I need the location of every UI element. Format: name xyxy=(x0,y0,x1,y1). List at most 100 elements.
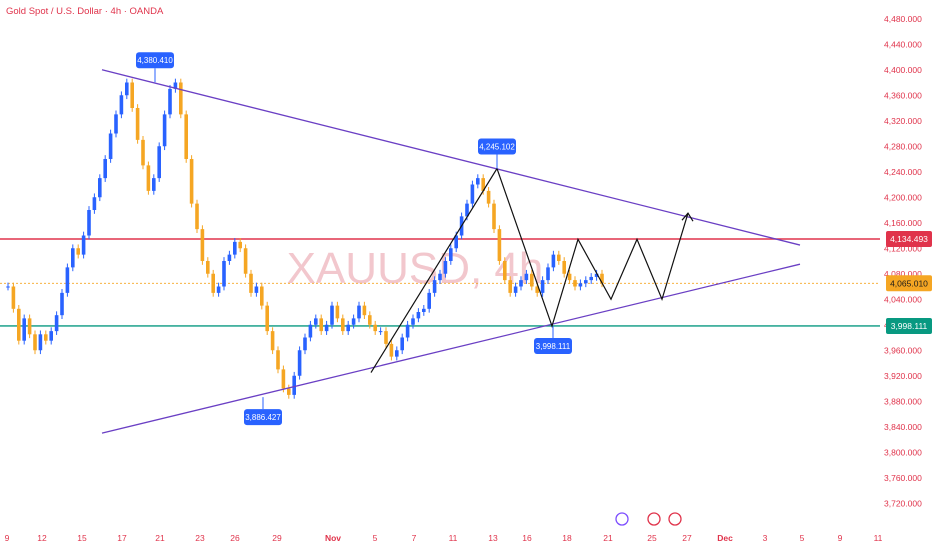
candle-body xyxy=(125,82,129,96)
candle-body xyxy=(292,375,296,395)
y-tick-label: 4,480.000 xyxy=(884,14,922,24)
candle-body xyxy=(265,305,269,332)
x-tick-label: 9 xyxy=(838,533,843,543)
candle-body xyxy=(6,286,10,288)
swing-label-text: 3,886.427 xyxy=(245,413,281,422)
candle-body xyxy=(238,241,242,249)
x-tick-label: 9 xyxy=(5,533,10,543)
candle-body xyxy=(422,308,426,312)
candle-body xyxy=(562,261,566,274)
candle-body xyxy=(146,165,151,191)
y-tick-label: 3,760.000 xyxy=(884,473,922,483)
candle-body xyxy=(119,95,124,115)
event-icon xyxy=(615,512,629,526)
candle-body xyxy=(519,280,523,287)
candle-body xyxy=(492,203,496,230)
price-axis-marker-text: 4,065.010 xyxy=(890,278,928,288)
candle-body xyxy=(438,273,442,281)
candle-body xyxy=(330,305,334,325)
candle-body xyxy=(303,337,307,351)
candle-body xyxy=(341,318,345,332)
x-tick-label: 17 xyxy=(117,533,127,543)
candle-body xyxy=(71,248,75,268)
x-tick-label: 25 xyxy=(647,533,657,543)
candle-body xyxy=(540,280,545,293)
candle-body xyxy=(108,133,113,159)
candle-body xyxy=(184,114,188,159)
candle-body xyxy=(535,286,539,293)
candle-body xyxy=(141,139,145,166)
candle-body xyxy=(135,108,140,140)
swing-label-box xyxy=(478,138,516,155)
candle-body xyxy=(157,146,161,179)
y-tick-label: 4,160.000 xyxy=(884,218,922,228)
x-tick-label: 11 xyxy=(449,533,458,543)
y-tick-label: 4,320.000 xyxy=(884,116,922,126)
x-tick-label: 13 xyxy=(488,533,498,543)
x-tick-label: 12 xyxy=(37,533,47,543)
candle-body xyxy=(76,248,80,255)
candle-body xyxy=(49,331,53,341)
candle-body xyxy=(594,273,599,277)
candle-body xyxy=(44,334,48,341)
candle-body xyxy=(98,178,102,198)
candle-body xyxy=(470,184,475,204)
candle-body xyxy=(27,318,32,335)
candle-body xyxy=(443,261,448,274)
y-tick-label: 3,840.000 xyxy=(884,422,922,432)
projection-arrowhead xyxy=(681,212,694,222)
x-tick-label: 15 xyxy=(77,533,87,543)
candle-body xyxy=(60,292,64,316)
candle-body xyxy=(65,267,70,293)
candle-body xyxy=(351,318,356,325)
candle-body xyxy=(319,318,323,332)
y-tick-label: 3,880.000 xyxy=(884,396,922,406)
candle-body xyxy=(454,235,458,249)
candle-body xyxy=(270,331,275,351)
candle-body xyxy=(254,286,259,293)
event-icon xyxy=(668,512,682,526)
candle-body xyxy=(513,286,518,293)
swing-label-text: 3,998.111 xyxy=(536,342,571,351)
candle-body xyxy=(384,331,388,344)
price-axis-bg xyxy=(880,0,932,550)
x-tick-label: Nov xyxy=(325,533,341,543)
x-tick-label: 29 xyxy=(272,533,282,543)
candle-body xyxy=(54,315,59,332)
candle-body xyxy=(567,273,572,281)
candle-body xyxy=(584,280,588,284)
price-axis-marker xyxy=(886,275,932,292)
y-tick-label: 3,960.000 xyxy=(884,345,922,355)
y-tick-label: 4,400.000 xyxy=(884,65,922,75)
candle-body xyxy=(297,350,302,376)
candle-body xyxy=(314,318,318,325)
candle-body xyxy=(233,241,237,255)
candle-body xyxy=(557,254,561,261)
candle-body xyxy=(486,190,491,204)
x-tick-label: 3 xyxy=(763,533,768,543)
y-tick-label: 3,720.000 xyxy=(884,498,922,508)
candle-body xyxy=(287,388,291,395)
y-tick-label: 4,240.000 xyxy=(884,167,922,177)
candle-body xyxy=(411,318,415,325)
candle-body xyxy=(465,203,469,217)
y-tick-label: 4,080.000 xyxy=(884,269,922,279)
candle-body xyxy=(551,254,556,268)
candle-body xyxy=(600,273,604,284)
candle-body xyxy=(189,159,194,204)
projection-path xyxy=(370,167,689,373)
trendline-lower xyxy=(101,263,801,434)
candle-body xyxy=(152,178,156,191)
candle-body xyxy=(378,331,383,333)
candle-body xyxy=(416,312,421,319)
event-icon xyxy=(647,512,661,526)
candle-body xyxy=(200,229,205,261)
candle-body xyxy=(227,254,232,261)
candle-body xyxy=(362,305,367,316)
swing-label-box xyxy=(136,52,174,69)
candle-body xyxy=(503,261,507,281)
x-tick-label: 16 xyxy=(522,533,532,543)
candle-body xyxy=(281,369,286,389)
